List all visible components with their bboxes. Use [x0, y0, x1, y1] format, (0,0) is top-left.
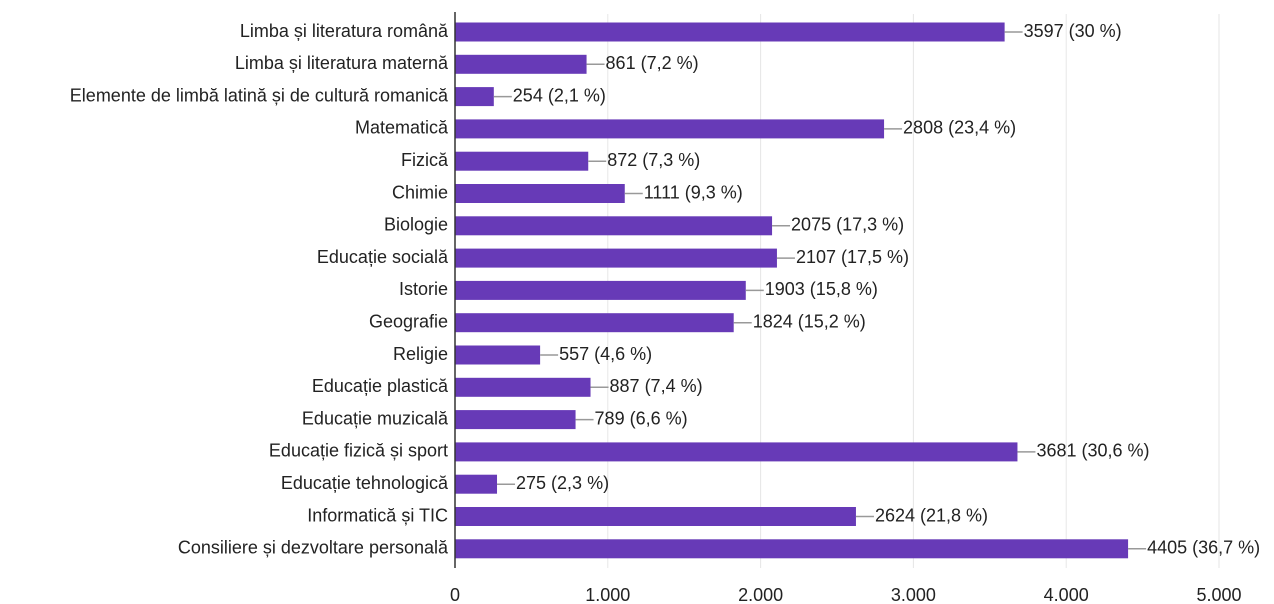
category-label: Informatică și TIC	[307, 505, 448, 525]
bar	[455, 248, 777, 268]
category-label: Istorie	[399, 279, 448, 299]
bar	[455, 184, 625, 203]
value-label: 3681 (30,6 %)	[1036, 441, 1149, 461]
value-label: 861 (7,2 %)	[606, 53, 699, 73]
bar	[455, 474, 498, 494]
category-label: Chimie	[392, 182, 448, 202]
bar	[455, 119, 885, 139]
x-tick-label: 1.000	[585, 585, 630, 604]
value-label: 557 (4,6 %)	[559, 344, 652, 364]
x-tick-label: 5.000	[1196, 585, 1241, 604]
value-label: 2808 (23,4 %)	[903, 118, 1016, 138]
bar	[455, 442, 1018, 462]
value-label: 789 (6,6 %)	[595, 408, 688, 428]
value-label: 1824 (15,2 %)	[753, 311, 866, 331]
category-label: Limba și literatura română	[240, 21, 449, 41]
category-label: Limba și literatura maternă	[235, 53, 449, 73]
category-label: Educație socială	[317, 247, 449, 267]
bar	[455, 87, 494, 107]
category-label: Educație tehnologică	[281, 473, 449, 493]
bar	[455, 54, 587, 74]
category-label: Elemente de limbă latină și de cultură r…	[70, 85, 449, 105]
bar	[455, 280, 746, 300]
bar	[455, 507, 856, 526]
category-label: Consiliere și dezvoltare personală	[178, 538, 449, 558]
category-label: Educație fizică și sport	[269, 441, 448, 461]
category-label: Fizică	[401, 150, 449, 170]
x-tick-label: 3.000	[891, 585, 936, 604]
bar	[455, 22, 1005, 42]
category-label: Religie	[393, 344, 448, 364]
value-label: 1903 (15,8 %)	[765, 279, 878, 299]
bar	[455, 410, 576, 430]
value-label: 3597 (30 %)	[1024, 21, 1122, 41]
value-label: 887 (7,4 %)	[610, 376, 703, 396]
value-label: 2075 (17,3 %)	[791, 215, 904, 235]
value-label: 254 (2,1 %)	[513, 85, 606, 105]
value-label: 2624 (21,8 %)	[875, 505, 988, 525]
value-label: 275 (2,3 %)	[516, 473, 609, 493]
value-label: 872 (7,3 %)	[607, 150, 700, 170]
value-label: 2107 (17,5 %)	[796, 247, 909, 267]
category-label: Matematică	[355, 118, 449, 138]
category-label: Educație muzicală	[302, 408, 449, 428]
x-tick-label: 4.000	[1044, 585, 1089, 604]
bar	[455, 377, 591, 397]
category-label: Geografie	[369, 311, 448, 331]
bar	[455, 151, 589, 171]
value-label: 1111 (9,3 %)	[644, 182, 743, 202]
value-label: 4405 (36,7 %)	[1147, 538, 1260, 558]
bar	[455, 216, 773, 236]
x-tick-label: 0	[450, 585, 460, 604]
category-label: Biologie	[384, 215, 448, 235]
bar	[455, 539, 1129, 559]
bar	[455, 345, 541, 365]
x-tick-label: 2.000	[738, 585, 783, 604]
bar	[455, 313, 734, 333]
category-label: Educație plastică	[312, 376, 449, 396]
